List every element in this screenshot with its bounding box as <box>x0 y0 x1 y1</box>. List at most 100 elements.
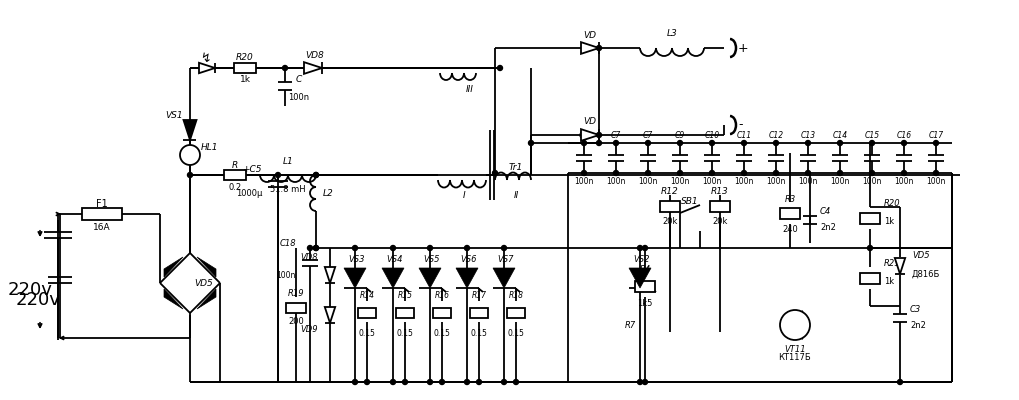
Text: C15: C15 <box>864 130 879 140</box>
Circle shape <box>638 380 643 384</box>
Text: 0.15: 0.15 <box>359 328 375 338</box>
Circle shape <box>501 380 506 384</box>
Text: HL1: HL1 <box>201 142 219 152</box>
Circle shape <box>902 140 907 146</box>
Text: I: I <box>463 190 466 200</box>
Circle shape <box>477 380 482 384</box>
Circle shape <box>314 246 319 250</box>
Text: 100n: 100n <box>798 176 817 186</box>
Circle shape <box>275 172 280 178</box>
Text: 2n2: 2n2 <box>910 322 926 330</box>
Circle shape <box>645 140 650 146</box>
Text: 240: 240 <box>783 224 798 234</box>
Text: 0.2: 0.2 <box>228 182 242 192</box>
Text: VT11: VT11 <box>785 344 806 354</box>
Circle shape <box>187 172 193 178</box>
Polygon shape <box>895 258 905 274</box>
Bar <box>286 303 306 313</box>
Bar <box>82 208 122 220</box>
Text: R16: R16 <box>434 290 449 300</box>
Text: C10: C10 <box>704 130 719 140</box>
Text: III: III <box>466 86 474 94</box>
Text: C7: C7 <box>610 130 622 140</box>
Text: VS7: VS7 <box>497 256 515 264</box>
Polygon shape <box>455 268 478 288</box>
Bar <box>358 308 376 318</box>
Text: C6: C6 <box>579 130 589 140</box>
Text: 220v: 220v <box>7 281 52 299</box>
Circle shape <box>353 246 358 250</box>
Circle shape <box>465 246 470 250</box>
Text: VS4: VS4 <box>387 256 404 264</box>
Text: VD: VD <box>584 118 596 126</box>
Text: 0.15: 0.15 <box>471 328 487 338</box>
Text: 100n: 100n <box>735 176 754 186</box>
Circle shape <box>805 170 810 176</box>
Text: 2n2: 2n2 <box>820 224 836 232</box>
Circle shape <box>596 132 601 138</box>
Circle shape <box>867 246 872 250</box>
Circle shape <box>805 140 810 146</box>
Circle shape <box>529 140 534 146</box>
Circle shape <box>282 66 287 70</box>
Circle shape <box>643 380 647 384</box>
Text: 100n: 100n <box>288 94 310 102</box>
Circle shape <box>403 380 408 384</box>
Text: 220v: 220v <box>15 291 60 309</box>
Text: R19: R19 <box>287 290 305 298</box>
Text: 1k: 1k <box>239 76 251 84</box>
Circle shape <box>582 170 587 176</box>
Bar <box>234 63 256 73</box>
Circle shape <box>314 172 319 178</box>
Circle shape <box>365 380 370 384</box>
Bar <box>780 208 800 218</box>
Text: 100n: 100n <box>575 176 594 186</box>
Bar <box>224 170 246 180</box>
Polygon shape <box>493 268 515 288</box>
Text: 0.15: 0.15 <box>433 328 450 338</box>
Text: R17: R17 <box>472 290 486 300</box>
Text: C7: C7 <box>643 130 653 140</box>
Text: C: C <box>296 76 302 84</box>
Circle shape <box>465 380 470 384</box>
Circle shape <box>314 246 319 250</box>
Polygon shape <box>183 120 197 140</box>
Text: II: II <box>514 190 519 200</box>
Text: 1k: 1k <box>884 218 894 226</box>
Polygon shape <box>325 307 335 323</box>
Circle shape <box>838 140 843 146</box>
Circle shape <box>838 170 843 176</box>
Text: R21: R21 <box>884 260 901 268</box>
Text: L1: L1 <box>282 156 293 166</box>
Circle shape <box>638 246 643 250</box>
Circle shape <box>582 140 587 146</box>
Circle shape <box>869 140 874 146</box>
Polygon shape <box>382 268 404 288</box>
Circle shape <box>353 380 358 384</box>
Text: VD9: VD9 <box>301 324 318 334</box>
Bar <box>860 272 880 284</box>
Text: C4: C4 <box>820 208 832 216</box>
Polygon shape <box>197 257 216 277</box>
Circle shape <box>780 310 810 340</box>
Text: Tr1: Tr1 <box>508 162 523 172</box>
Text: R20: R20 <box>236 54 254 62</box>
Text: 200: 200 <box>288 318 304 326</box>
Polygon shape <box>344 268 366 288</box>
Circle shape <box>742 170 747 176</box>
Text: C3: C3 <box>910 306 921 314</box>
Text: R14: R14 <box>360 290 375 300</box>
Text: C13: C13 <box>801 130 815 140</box>
Text: 0.15: 0.15 <box>507 328 525 338</box>
Text: 100n: 100n <box>926 176 946 186</box>
Text: +: + <box>738 42 749 54</box>
Circle shape <box>643 246 647 250</box>
Circle shape <box>308 246 313 250</box>
Text: 20k: 20k <box>712 218 728 226</box>
Text: VD5: VD5 <box>912 252 929 260</box>
Text: VS2: VS2 <box>634 256 650 264</box>
Bar <box>660 200 680 212</box>
Text: 16A: 16A <box>93 224 111 232</box>
Text: VS1: VS1 <box>165 112 182 120</box>
Bar <box>507 308 525 318</box>
